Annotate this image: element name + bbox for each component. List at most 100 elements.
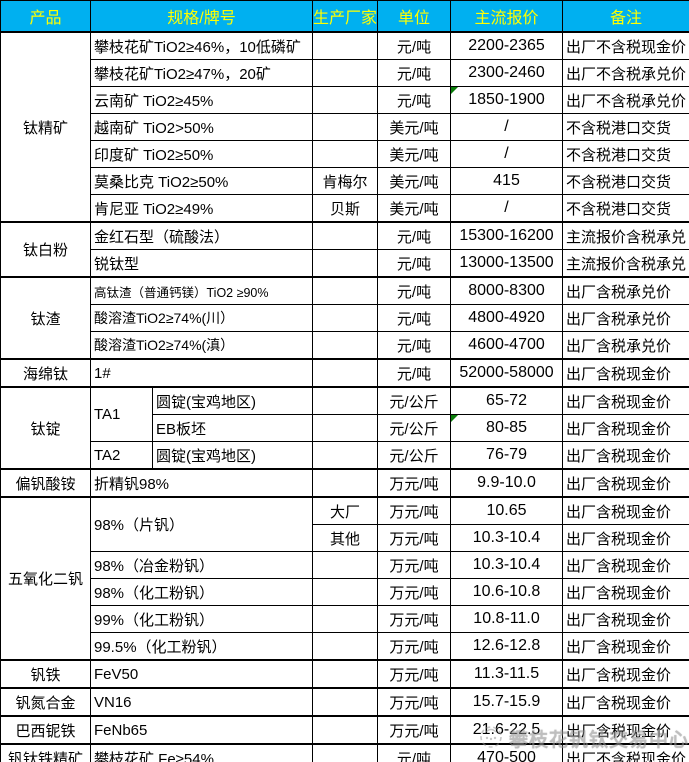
note-cell: 出厂不含税现金价 [562,31,689,60]
manufacturer-cell [312,551,379,579]
table-row: 巴西铌铁 FeNb65 万元/吨 21.6-22.5 出厂含税现金价 [0,715,689,745]
unit-cell: 元/吨 [377,743,452,762]
note-cell: 出厂含税现金价 [562,358,689,388]
header-unit: 单位 [377,0,452,33]
unit-cell: 元/吨 [377,276,452,305]
table-row: 莫桑比克 TiO2≥50% 肯梅尔 美元/吨 415 不含税港口交货 [1,167,689,195]
table-row: 钒氮合金 VN16 万元/吨 15.7-15.9 出厂含税现金价 [0,687,689,717]
manufacturer-cell [312,743,379,762]
manufacturer-cell [312,687,379,717]
unit-cell: 元/吨 [377,249,452,278]
price-cell: 12.6-12.8 [450,632,564,661]
header-spec: 规格/牌号 [89,0,314,33]
price-cell: 4800-4920 [450,304,564,332]
price-cell: 65-72 [450,386,564,415]
manufacturer-cell [312,659,379,689]
table-row: 98%（冶金粉钒） 万元/吨 10.3-10.4 出厂含税现金价 [1,551,689,579]
spec-cell: 攀枝花矿 Fe≥54% [89,743,314,762]
manufacturer-cell [312,304,379,332]
table-row: 越南矿 TiO2>50% 美元/吨 / 不含税港口交货 [1,113,689,141]
manufacturer-cell [312,358,379,388]
spec-cell: 98%（化工粉钒） [89,578,314,606]
manufacturer-cell [312,221,379,250]
table-row: EB板坯 元/公斤 80-85 出厂含税现金价 [1,414,689,442]
table-row: 钛渣 高钛渣（普通钙镁）TiO2 ≥90% 元/吨 8000-8300 出厂含税… [0,276,689,360]
note-cell: 出厂含税现金价 [562,496,689,525]
manufacturer-cell [312,715,379,745]
type-cell: 圆锭(宝鸡地区) [151,441,314,470]
spec-cell: VN16 [89,687,314,717]
spec-cell: 锐钛型 [89,249,314,278]
price-cell: 10.8-11.0 [450,605,564,633]
spec-cell: 攀枝花矿TiO2≥47%，20矿 [89,59,314,87]
note-cell: 不含税港口交货 [562,140,689,168]
spec-cell: 酸溶渣TiO2≥74%(川） [89,304,314,332]
table-row: 其他 万元/吨 10.3-10.4 出厂含税现金价 [1,524,689,552]
note-cell: 出厂含税现金价 [562,386,689,415]
unit-cell: 元/公斤 [377,441,452,470]
price-cell: 415 [450,167,564,195]
note-cell: 出厂含税现金价 [562,605,689,633]
spec-cell: 金红石型（硫酸法） [89,221,314,250]
price-cell: 13000-13500 [450,249,564,278]
price-cell: 21.6-22.5 [450,715,564,745]
note-cell: 不含税港口交货 [562,113,689,141]
unit-cell: 元/吨 [377,304,452,332]
unit-cell: 元/公斤 [377,386,452,415]
manufacturer-cell [312,468,379,498]
product-cell: 偏钒酸铵 [0,468,91,498]
price-cell: 8000-8300 [450,276,564,305]
price-cell: 2300-2460 [450,59,564,87]
grade-cell: TA2 [90,441,153,470]
note-cell: 出厂含税现金价 [562,578,689,606]
manufacturer-cell [312,140,379,168]
note-cell: 出厂含税承兑价 [562,304,689,332]
manufacturer-cell: 贝斯 [312,194,379,223]
product-cell: 钛精矿 [0,31,91,223]
spec-cell: 越南矿 TiO2>50% [89,113,314,141]
note-cell: 出厂含税承兑价 [562,331,689,360]
table-row: 钛锭 TA1 圆锭(宝鸡地区) 元/公斤 65-72 出厂含税现金价 [0,386,689,470]
unit-cell: 元/吨 [377,331,452,360]
table-row: 锐钛型 元/吨 13000-13500 主流报价含税承兑 [1,249,689,278]
manufacturer-cell [312,59,379,87]
product-cell: 钒钛铁精矿 [0,743,91,762]
note-cell: 不含税港口交货 [562,194,689,223]
price-cell: 10.65 [450,496,564,525]
unit-cell: 万元/吨 [377,578,452,606]
unit-cell: 万元/吨 [377,687,452,717]
manufacturer-cell [312,86,379,114]
spec-cell: 98%（片钒） [89,496,314,552]
note-cell: 出厂含税现金价 [562,687,689,717]
spec-cell: 攀枝花矿TiO2≥46%，10低磷矿 [89,31,314,60]
table-row: 云南矿 TiO2≥45% 元/吨 1850-1900 出厂不含税承兑价 [1,86,689,114]
table-row: TA2 圆锭(宝鸡地区) 元/公斤 76-79 出厂含税现金价 [1,441,689,470]
manufacturer-cell [312,249,379,278]
table-row: 钛白粉 金红石型（硫酸法） 元/吨 15300-16200 主流报价含税承兑 [0,221,689,278]
unit-cell: 美元/吨 [377,113,452,141]
table-row: 酸溶渣TiO2≥74%(滇） 元/吨 4600-4700 出厂含税承兑价 [1,331,689,360]
unit-cell: 美元/吨 [377,167,452,195]
price-cell: / [450,113,564,141]
spec-cell: 肯尼亚 TiO2≥49% [89,194,314,223]
spec-cell: 印度矿 TiO2≥50% [89,140,314,168]
table-row: 攀枝花矿TiO2≥47%，20矿 元/吨 2300-2460 出厂不含税承兑价 [1,59,689,87]
note-cell: 主流报价含税承兑 [562,221,689,250]
note-cell: 出厂含税现金价 [562,414,689,442]
table-row: 印度矿 TiO2≥50% 美元/吨 / 不含税港口交货 [1,140,689,168]
price-cell: 470-500 [450,743,564,762]
type-cell: 圆锭(宝鸡地区) [151,386,314,415]
unit-cell: 元/吨 [377,31,452,60]
spec-cell: FeNb65 [89,715,314,745]
table-row: 钒钛铁精矿 攀枝花矿 Fe≥54% 元/吨 470-500 出厂不含税现金价 [0,743,689,762]
note-cell: 出厂含税现金价 [562,441,689,470]
unit-cell: 万元/吨 [377,715,452,745]
price-cell: 4600-4700 [450,331,564,360]
product-cell: 海绵钛 [0,358,91,388]
manufacturer-cell: 肯梅尔 [312,167,379,195]
manufacturer-cell [312,276,379,305]
unit-cell: 元/吨 [377,221,452,250]
manufacturer-cell [312,386,379,415]
